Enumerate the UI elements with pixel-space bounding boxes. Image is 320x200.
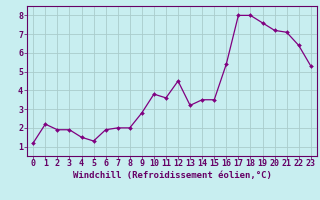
X-axis label: Windchill (Refroidissement éolien,°C): Windchill (Refroidissement éolien,°C): [73, 171, 271, 180]
